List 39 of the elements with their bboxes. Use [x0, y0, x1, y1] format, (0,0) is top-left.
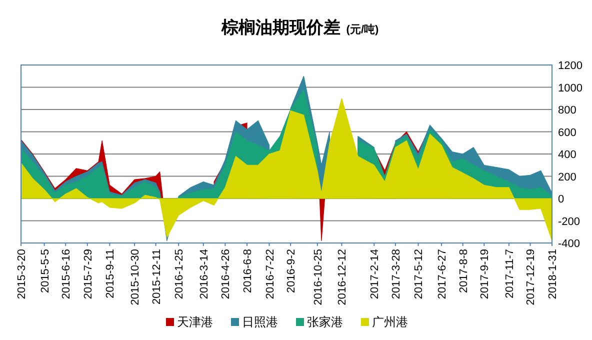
x-tick-label: 2018-1-31 [547, 249, 559, 300]
x-tick-label: 2016-7-22 [264, 249, 276, 300]
x-tick-label: 2017-5-12 [413, 249, 426, 300]
y-tick-label: 1000 [558, 82, 582, 94]
x-tick-label: 2017-12-19 [525, 249, 538, 306]
x-tick-label: 2016-12-12 [336, 249, 349, 306]
y-tick-label: 0 [558, 194, 564, 206]
chart-title: 棕榈油期现价差 [220, 18, 340, 37]
x-tick-label: 2017-8-8 [458, 249, 470, 294]
x-tick-label: 2016-10-25 [312, 249, 324, 306]
y-tick-label: 200 [558, 171, 576, 184]
x-tick-label: 2015-9-11 [104, 249, 117, 298]
y-tick-label: -200 [558, 216, 580, 228]
x-tick-label: 2015-10-30 [129, 249, 142, 306]
legend-label: 日照港 [242, 315, 278, 329]
legend-label: 天津港 [177, 315, 213, 329]
y-tick-label: 400 [558, 149, 576, 161]
legend-label: 广州港 [372, 315, 408, 329]
y-tick-label: 1200 [558, 60, 582, 72]
x-tick-label: 2017-9-19 [479, 249, 492, 300]
x-tick-label: 2016-3-14 [198, 249, 210, 300]
x-tick-label: 2016-6-8 [242, 249, 254, 294]
y-tick-label: -400 [558, 238, 580, 250]
x-tick-label: 2017-3-28 [390, 249, 402, 300]
x-tick-label: 2015-6-16 [60, 249, 73, 300]
x-tick-label: 2016-1-25 [174, 249, 186, 300]
y-tick-label: 600 [558, 126, 576, 139]
x-tick-label: 2016-4-26 [220, 249, 232, 300]
chart-subtitle: (元/吨) [346, 23, 380, 36]
x-tick-label: 2017-11-7 [504, 249, 516, 298]
x-tick-label: 2015-3-20 [16, 249, 28, 300]
x-tick-label: 2017-6-27 [436, 249, 449, 300]
x-tick-label: 2015-7-29 [82, 249, 94, 300]
x-tick-label: 2015-12-11 [150, 249, 163, 304]
x-tick-label: 2017-2-14 [369, 249, 382, 300]
y-tick-label: 800 [558, 104, 576, 116]
x-tick-label: 2016-9-2 [286, 249, 298, 294]
legend-label: 张家港 [307, 315, 343, 329]
x-tick-label: 2015-5-5 [39, 249, 52, 294]
